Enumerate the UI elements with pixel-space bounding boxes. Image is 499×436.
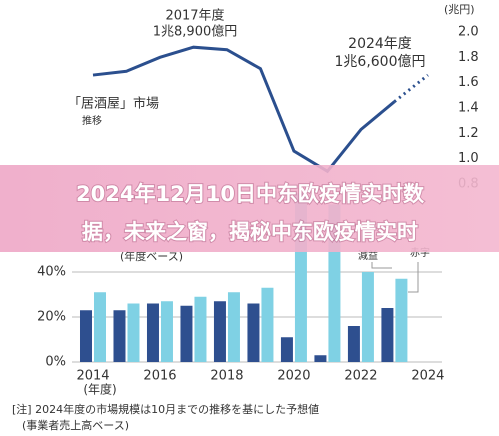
- y-tick-label: 0%: [45, 355, 66, 370]
- bar: [213, 301, 226, 362]
- bar: [381, 308, 394, 362]
- y-tick-label: 1.2: [458, 126, 479, 141]
- series-label: 推移: [82, 114, 102, 127]
- bar: [395, 278, 408, 362]
- bar: [127, 303, 140, 362]
- forecast-line: [393, 73, 429, 103]
- banner: [0, 165, 499, 252]
- annotation: 1兆6,600億円: [335, 54, 426, 70]
- banner-text: 据，未来之窗，揭秘中东欧疫情实时: [82, 220, 418, 244]
- bar-label: 減益: [358, 249, 378, 262]
- bar: [361, 272, 374, 362]
- bar: [146, 303, 159, 362]
- y-tick-label: 1.6: [458, 75, 479, 90]
- x-tick-label: 2024: [411, 369, 444, 384]
- bar: [180, 305, 193, 362]
- legend-note: (年度ベース): [120, 249, 183, 263]
- annotation: 2024年度: [348, 36, 412, 52]
- bar: [314, 355, 327, 362]
- bar: [194, 296, 207, 362]
- bar: [113, 310, 126, 362]
- banner-text: 2024年12月10日中东欧疫情实时数: [76, 182, 425, 206]
- bar: [160, 301, 173, 362]
- line: [92, 45, 396, 174]
- y-tick-label: 20%: [37, 310, 66, 325]
- bar: [79, 310, 92, 362]
- bar: [247, 303, 260, 362]
- bracket: [371, 262, 419, 293]
- x-tick-label: 2016: [143, 369, 176, 384]
- bar: [261, 287, 274, 362]
- y-tick-label: 1.0: [458, 151, 479, 166]
- x-tick-label: 2018: [210, 369, 243, 384]
- x-tick-label: 2020: [277, 369, 310, 384]
- note: (事業者売上高ベース): [22, 418, 129, 432]
- note: [注] 2024年度の市場規模は10月までの推移を基にした予想値: [12, 402, 319, 416]
- x-tick-label: 2022: [344, 369, 377, 384]
- series-label: 「居酒屋」市場: [68, 96, 159, 112]
- y-unit: (兆円): [444, 3, 475, 16]
- y-tick-label: 40%: [37, 265, 66, 280]
- y-tick-label: 1.8: [458, 50, 479, 65]
- annotation: 2017年度: [165, 8, 224, 24]
- y-tick-label: 1.4: [458, 101, 479, 116]
- x-label: (年度): [83, 382, 116, 397]
- y-tick-label: 2.0: [458, 25, 479, 40]
- bar: [347, 326, 360, 362]
- x-tick-label: 2014: [76, 369, 109, 384]
- bar: [280, 337, 293, 362]
- bar: [227, 292, 240, 362]
- annotation: 1兆8,900億円: [153, 24, 238, 40]
- bar: [93, 292, 106, 362]
